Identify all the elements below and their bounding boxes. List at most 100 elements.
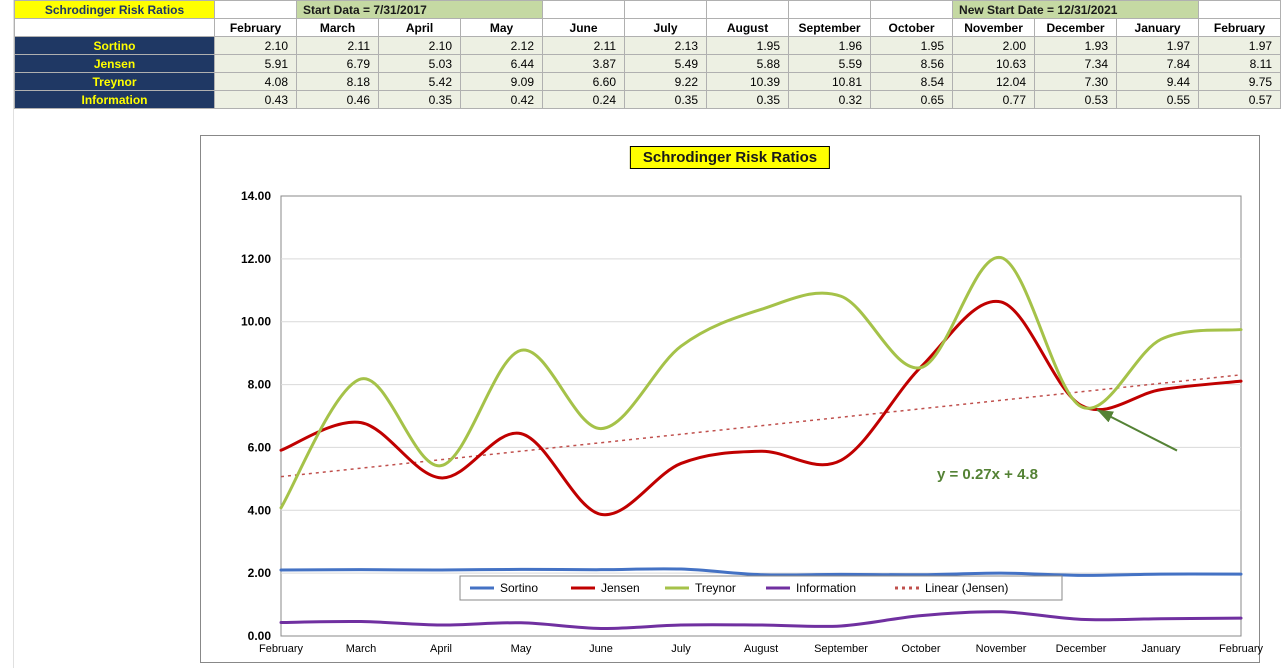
svg-text:December: December: [1056, 643, 1107, 655]
data-cell[interactable]: 12.04: [953, 73, 1035, 91]
risk-ratios-table: Schrodinger Risk Ratios Start Data = 7/31…: [14, 0, 1281, 109]
trendline-equation: y = 0.27x + 4.8: [937, 466, 1038, 483]
data-cell[interactable]: 2.10: [379, 37, 461, 55]
data-cell[interactable]: 9.22: [625, 73, 707, 91]
data-cell[interactable]: 0.35: [625, 91, 707, 109]
svg-text:May: May: [511, 643, 532, 655]
data-cell[interactable]: 0.42: [461, 91, 543, 109]
svg-text:Sortino: Sortino: [500, 581, 538, 595]
table-title: Schrodinger Risk Ratios: [15, 1, 215, 19]
data-cell[interactable]: 0.77: [953, 91, 1035, 109]
data-cell[interactable]: 0.35: [707, 91, 789, 109]
svg-text:January: January: [1141, 643, 1181, 655]
data-cell[interactable]: 7.34: [1035, 55, 1117, 73]
data-cell[interactable]: 1.95: [871, 37, 953, 55]
data-cell[interactable]: 4.08: [215, 73, 297, 91]
data-cell[interactable]: 2.10: [215, 37, 297, 55]
data-cell[interactable]: 0.46: [297, 91, 379, 109]
data-table-area: Schrodinger Risk Ratios Start Data = 7/31…: [14, 0, 1280, 109]
svg-text:September: September: [814, 643, 868, 655]
svg-text:8.00: 8.00: [248, 378, 272, 392]
data-cell[interactable]: 0.57: [1199, 91, 1281, 109]
blank-cell: [215, 1, 297, 19]
blank-cell: [789, 1, 871, 19]
data-cell[interactable]: 5.03: [379, 55, 461, 73]
column-header: July: [625, 19, 707, 37]
data-cell[interactable]: 9.44: [1117, 73, 1199, 91]
svg-text:July: July: [671, 643, 691, 655]
data-cell[interactable]: 2.11: [543, 37, 625, 55]
column-header: December: [1035, 19, 1117, 37]
data-cell[interactable]: 8.54: [871, 73, 953, 91]
svg-text:14.00: 14.00: [241, 189, 271, 203]
svg-text:June: June: [589, 643, 613, 655]
data-cell[interactable]: 0.43: [215, 91, 297, 109]
data-cell[interactable]: 10.39: [707, 73, 789, 91]
blank-cell: [543, 1, 625, 19]
column-header: February: [215, 19, 297, 37]
blank-cell: [707, 1, 789, 19]
column-header: May: [461, 19, 543, 37]
data-cell[interactable]: 0.35: [379, 91, 461, 109]
chart-plot-svg: 0.002.004.006.008.0010.0012.0014.00Febru…: [201, 136, 1261, 664]
data-cell[interactable]: 8.18: [297, 73, 379, 91]
data-cell[interactable]: 1.97: [1117, 37, 1199, 55]
data-cell[interactable]: 6.79: [297, 55, 379, 73]
data-cell[interactable]: 10.81: [789, 73, 871, 91]
data-cell[interactable]: 0.65: [871, 91, 953, 109]
row-gutter: [0, 0, 14, 668]
row-header: Sortino: [15, 37, 215, 55]
data-cell[interactable]: 2.13: [625, 37, 707, 55]
data-cell[interactable]: 0.32: [789, 91, 871, 109]
svg-text:February: February: [1219, 643, 1264, 655]
data-cell[interactable]: 0.55: [1117, 91, 1199, 109]
svg-text:10.00: 10.00: [241, 315, 271, 329]
data-cell[interactable]: 1.93: [1035, 37, 1117, 55]
spreadsheet-sheet: Schrodinger Risk Ratios Start Data = 7/31…: [0, 0, 1281, 668]
data-cell[interactable]: 0.24: [543, 91, 625, 109]
column-header: November: [953, 19, 1035, 37]
data-cell[interactable]: 5.88: [707, 55, 789, 73]
column-header: September: [789, 19, 871, 37]
data-cell[interactable]: 2.00: [953, 37, 1035, 55]
data-cell[interactable]: 1.96: [789, 37, 871, 55]
data-cell[interactable]: 5.49: [625, 55, 707, 73]
data-cell[interactable]: 5.59: [789, 55, 871, 73]
start-data-banner: Start Data = 7/31/2017: [297, 1, 543, 19]
data-cell[interactable]: 0.53: [1035, 91, 1117, 109]
data-cell[interactable]: 2.12: [461, 37, 543, 55]
data-cell[interactable]: 10.63: [953, 55, 1035, 73]
svg-text:Linear (Jensen): Linear (Jensen): [925, 581, 1008, 595]
data-cell[interactable]: 7.30: [1035, 73, 1117, 91]
data-cell[interactable]: 1.97: [1199, 37, 1281, 55]
blank-cell: [625, 1, 707, 19]
blank-cell: [871, 1, 953, 19]
svg-text:April: April: [430, 643, 452, 655]
risk-ratios-chart: Schrodinger Risk Ratios 0.002.004.006.00…: [200, 135, 1260, 663]
svg-text:Treynor: Treynor: [695, 581, 736, 595]
data-cell[interactable]: 8.56: [871, 55, 953, 73]
column-header: June: [543, 19, 625, 37]
data-cell[interactable]: 5.42: [379, 73, 461, 91]
data-cell[interactable]: 9.75: [1199, 73, 1281, 91]
svg-text:November: November: [976, 643, 1027, 655]
column-header: October: [871, 19, 953, 37]
blank-cell: [1199, 1, 1281, 19]
data-cell[interactable]: 1.95: [707, 37, 789, 55]
data-cell[interactable]: 9.09: [461, 73, 543, 91]
svg-text:0.00: 0.00: [248, 629, 272, 643]
svg-text:August: August: [744, 643, 778, 655]
column-header: August: [707, 19, 789, 37]
data-cell[interactable]: 8.11: [1199, 55, 1281, 73]
svg-text:October: October: [901, 643, 940, 655]
data-cell[interactable]: 2.11: [297, 37, 379, 55]
data-cell[interactable]: 6.44: [461, 55, 543, 73]
data-cell[interactable]: 3.87: [543, 55, 625, 73]
data-cell[interactable]: 7.84: [1117, 55, 1199, 73]
column-header: April: [379, 19, 461, 37]
data-cell[interactable]: 6.60: [543, 73, 625, 91]
svg-text:March: March: [346, 643, 377, 655]
svg-text:Jensen: Jensen: [601, 581, 640, 595]
new-start-date-banner: New Start Date = 12/31/2021: [953, 1, 1199, 19]
data-cell[interactable]: 5.91: [215, 55, 297, 73]
